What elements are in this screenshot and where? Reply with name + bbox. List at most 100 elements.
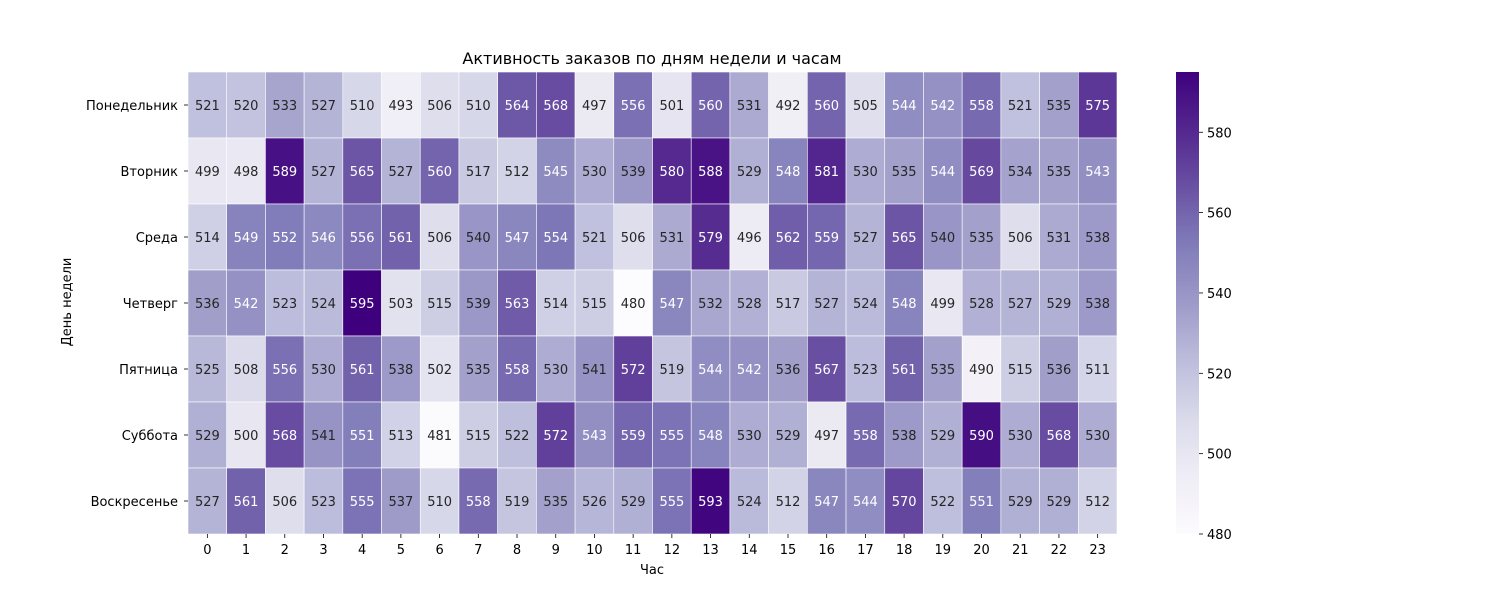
cell-value-label: 527 (814, 297, 839, 312)
cell-value-label: 515 (1008, 363, 1033, 378)
heatmap-cell (884, 467, 924, 535)
heatmap-cell (1039, 401, 1079, 469)
cell-value-label: 569 (969, 165, 994, 180)
cell-value-label: 561 (234, 495, 259, 510)
heatmap-cell (613, 269, 653, 337)
heatmap-cell (652, 269, 692, 337)
heatmap-cell (1077, 203, 1118, 271)
cell-value-label: 580 (659, 165, 684, 180)
heatmap-cell (923, 335, 963, 403)
heatmap-cell (419, 401, 460, 469)
cell-value-label: 511 (1085, 363, 1110, 378)
cell-value-label: 579 (698, 231, 723, 246)
heatmap-cell (419, 203, 460, 271)
cell-value-label: 544 (698, 363, 723, 378)
heatmap-cell (381, 71, 421, 139)
cell-value-label: 505 (853, 99, 878, 114)
heatmap-cell (1039, 269, 1079, 337)
cell-value-label: 570 (892, 495, 917, 510)
cell-value-label: 506 (427, 99, 452, 114)
cell-value-label: 555 (350, 495, 375, 510)
heatmap-cell (1000, 203, 1040, 271)
cell-value-label: 559 (621, 429, 646, 444)
heatmap-cell (961, 203, 1002, 271)
cell-value-label: 558 (466, 495, 491, 510)
heatmap-cell (574, 137, 615, 205)
heatmap-cell (768, 71, 808, 139)
cell-value-label: 556 (350, 231, 375, 246)
heatmap-cell (497, 335, 537, 403)
x-tick-label: 10 (586, 543, 603, 558)
cell-value-label: 529 (195, 429, 220, 444)
cell-value-label: 590 (969, 429, 994, 444)
y-tick-label: Пятница (119, 363, 178, 378)
cell-value-label: 510 (466, 99, 491, 114)
heatmap-cell (187, 467, 228, 535)
heatmap-cell (226, 335, 266, 403)
heatmap-cell (884, 401, 924, 469)
heatmap-cell (497, 401, 537, 469)
heatmap-cell (845, 137, 886, 205)
heatmap-cell (1077, 401, 1118, 469)
x-tick-label: 0 (203, 543, 211, 558)
heatmap-cell (923, 203, 963, 271)
cell-value-label: 523 (272, 297, 297, 312)
colorbar-tick-label: 520 (1207, 367, 1232, 382)
heatmap-cell (419, 137, 460, 205)
cell-value-label: 503 (388, 297, 413, 312)
heatmap-cell (845, 203, 886, 271)
heatmap-cell (342, 467, 382, 535)
cell-value-label: 543 (582, 429, 607, 444)
heatmap-cell (1077, 335, 1118, 403)
cell-value-label: 552 (272, 231, 297, 246)
cell-value-label: 589 (272, 165, 297, 180)
heatmap-cell (574, 335, 615, 403)
heatmap-cell (652, 203, 692, 271)
cell-value-label: 563 (505, 297, 530, 312)
heatmap-cell (187, 137, 228, 205)
heatmap-cell (652, 137, 692, 205)
cell-value-label: 544 (853, 495, 878, 510)
heatmap-cell (884, 269, 924, 337)
cell-value-label: 480 (621, 297, 646, 312)
cell-value-label: 558 (969, 99, 994, 114)
heatmap-cell (690, 269, 731, 337)
x-tick-label: 21 (1012, 543, 1029, 558)
cell-value-label: 481 (427, 429, 452, 444)
cell-value-label: 520 (234, 99, 259, 114)
heatmap-cell (342, 203, 382, 271)
heatmap-cell (1077, 269, 1118, 337)
heatmap-cell (265, 71, 305, 139)
cell-value-label: 521 (195, 99, 220, 114)
cell-value-label: 522 (505, 429, 530, 444)
x-tick-label: 16 (818, 543, 835, 558)
cell-value-label: 517 (466, 165, 491, 180)
heatmap-cell (1000, 71, 1040, 139)
cell-value-label: 526 (582, 495, 607, 510)
heatmap-cell (303, 71, 344, 139)
x-tick-label: 8 (513, 543, 521, 558)
heatmap-cell (884, 335, 924, 403)
heatmap-cell (961, 137, 1002, 205)
heatmap-cell (923, 71, 963, 139)
cell-value-label: 535 (969, 231, 994, 246)
heatmap-cell (536, 71, 576, 139)
heatmap-cell (923, 467, 963, 535)
cell-value-label: 556 (272, 363, 297, 378)
cell-value-label: 546 (311, 231, 336, 246)
heatmap-cell (342, 137, 382, 205)
heatmap-cell (342, 401, 382, 469)
x-tick-label: 12 (664, 543, 681, 558)
heatmap-cell (458, 335, 498, 403)
cell-value-label: 530 (853, 165, 878, 180)
x-tick-label: 14 (741, 543, 758, 558)
cell-value-label: 497 (814, 429, 839, 444)
heatmap-cell (381, 335, 421, 403)
heatmap-cell (536, 269, 576, 337)
heatmap-cell (303, 137, 344, 205)
x-tick-label: 23 (1089, 543, 1106, 558)
cell-value-label: 512 (505, 165, 530, 180)
cell-value-label: 515 (427, 297, 452, 312)
heatmap-cell (807, 335, 847, 403)
cell-value-label: 506 (1008, 231, 1033, 246)
